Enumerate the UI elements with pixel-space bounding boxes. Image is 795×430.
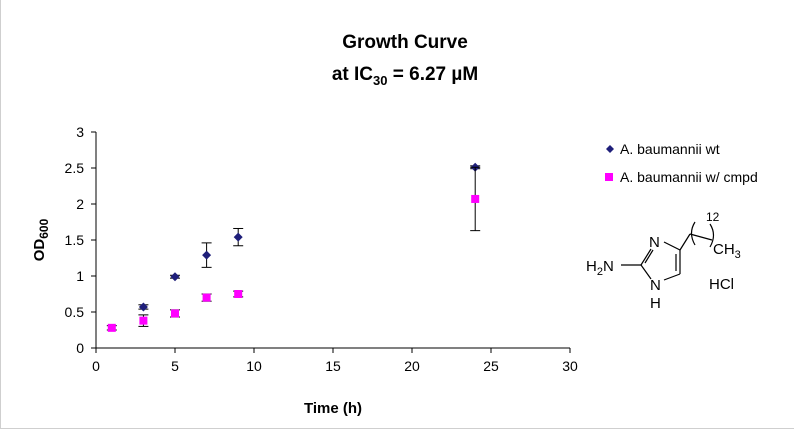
x-ticks: 0 5 10 15 20 25 30 — [92, 348, 578, 374]
amine-label: H2N — [586, 258, 614, 278]
data-point — [202, 293, 211, 302]
ring-bond — [663, 241, 681, 251]
legend: A. baumannii wt A. baumannii w/ cmpd — [605, 141, 758, 185]
ring-double-bond — [644, 249, 654, 264]
chain-bond — [679, 233, 691, 251]
legend-label-cmpd: A. baumannii w/ cmpd — [620, 169, 758, 185]
legend-label-wt: A. baumannii wt — [620, 141, 720, 157]
chain-bracket-left — [690, 221, 696, 246]
x-tick-label: 10 — [246, 358, 262, 374]
series-layer — [106, 162, 481, 332]
chain-bond — [689, 233, 713, 241]
ring-h-bottom: H — [650, 295, 661, 312]
data-point — [233, 232, 243, 242]
ring-bond — [640, 248, 652, 266]
chain-bracket-right — [709, 223, 715, 248]
y-tick-label: 1.5 — [65, 232, 85, 248]
data-point — [202, 250, 212, 260]
ring-bond — [663, 273, 681, 281]
data-point — [171, 309, 179, 318]
salt-label: HCl — [709, 276, 734, 293]
x-tick-label: 0 — [92, 358, 100, 374]
y-tick-label: 2.5 — [65, 160, 85, 176]
series-0 — [138, 162, 481, 312]
y-tick-label: 0 — [76, 340, 84, 356]
x-tick-label: 15 — [325, 358, 341, 374]
x-tick-label: 30 — [562, 358, 578, 374]
series-1 — [106, 166, 481, 332]
data-point — [471, 194, 480, 203]
legend-marker-cmpd — [605, 173, 613, 181]
ring-n-bottom: N — [650, 277, 661, 294]
data-point — [139, 316, 148, 325]
data-point — [170, 272, 180, 282]
x-tick-label: 20 — [404, 358, 420, 374]
ring-n-top: N — [649, 234, 660, 251]
y-tick-label: 0.5 — [65, 304, 85, 320]
y-tick-label: 1 — [76, 268, 84, 284]
ring-bond — [640, 264, 652, 280]
data-point — [138, 302, 148, 312]
x-tick-label: 25 — [483, 358, 499, 374]
legend-marker-wt — [606, 145, 614, 153]
data-point — [234, 290, 243, 298]
y-tick-label: 3 — [76, 124, 84, 140]
chain-repeat-count: 12 — [706, 210, 720, 224]
y-axis-label: OD600 — [31, 218, 51, 261]
chemical-structure: H2N N N H 12 CH3 HCl — [586, 210, 741, 312]
y-ticks: 0 0.5 1 1.5 2 2.5 3 — [65, 124, 96, 356]
data-point — [107, 323, 116, 332]
chart-title: Growth Curve — [342, 32, 468, 53]
x-tick-label: 5 — [171, 358, 179, 374]
y-tick-label: 2 — [76, 196, 84, 212]
chart-subtitle: at IC30 = 6.27 µM — [332, 64, 478, 88]
x-axis-label: Time (h) — [304, 400, 362, 417]
methyl-label: CH3 — [713, 241, 741, 261]
